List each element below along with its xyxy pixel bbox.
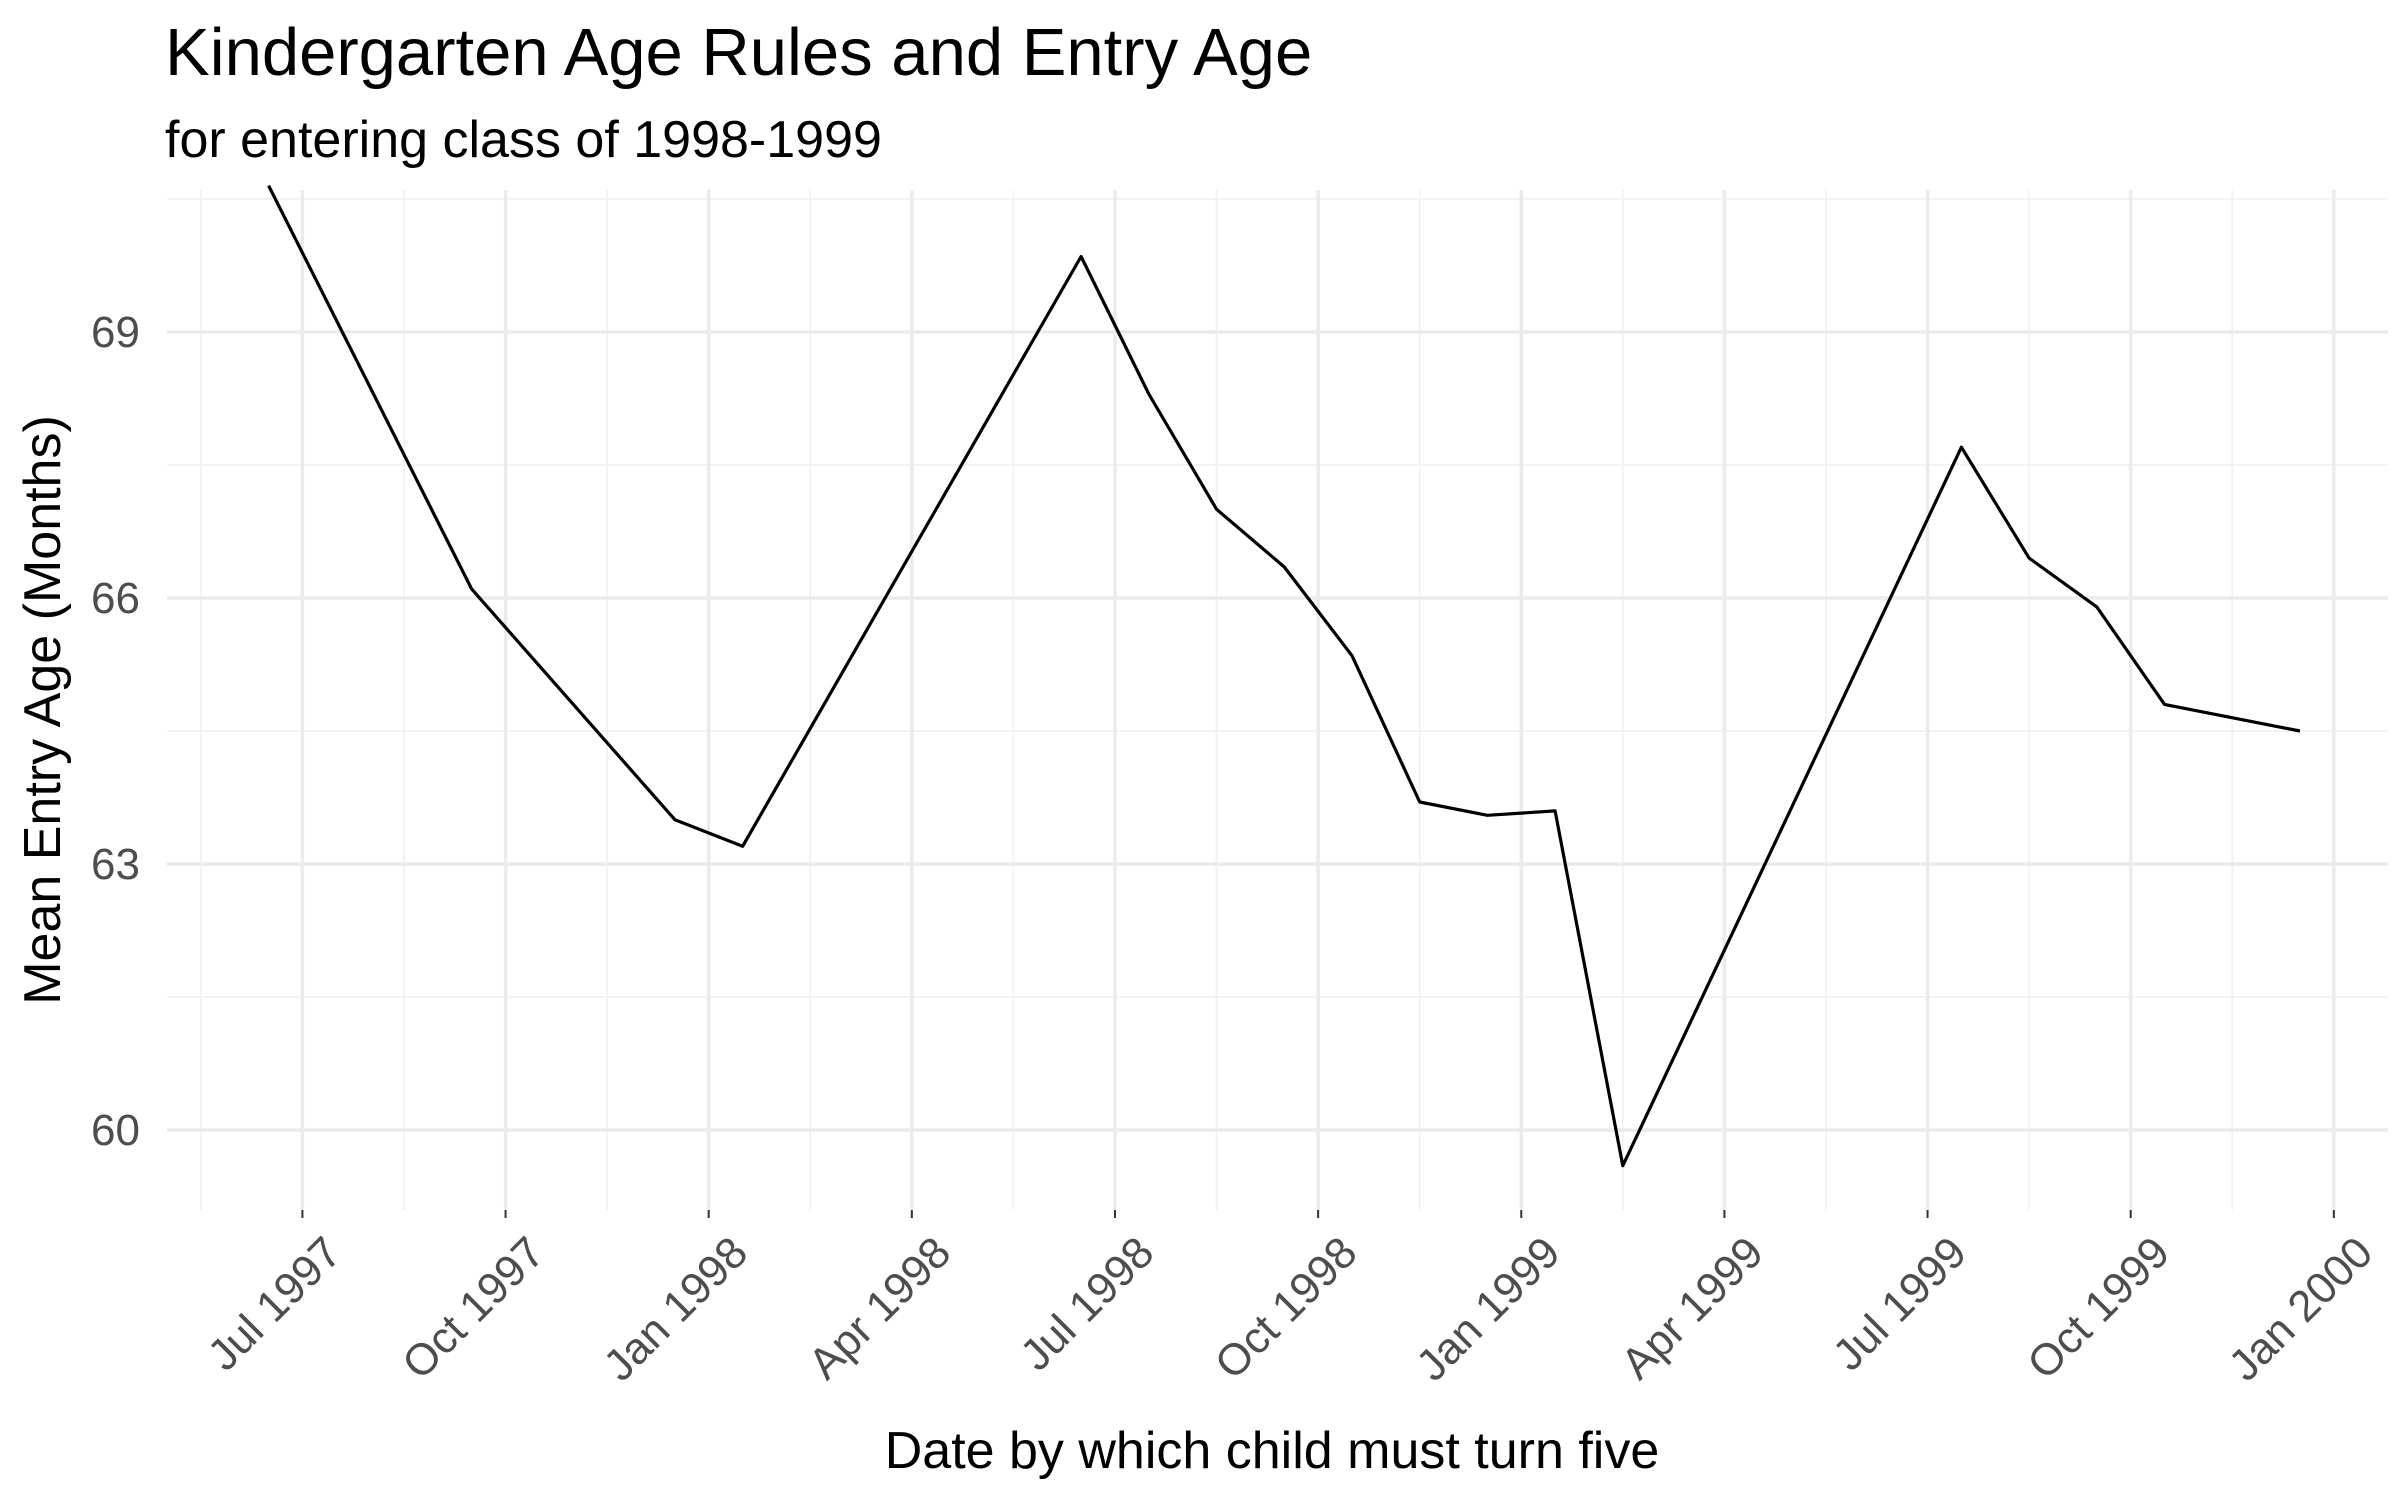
chart-subtitle: for entering class of 1998-1999: [165, 111, 882, 169]
x-tick-label: Oct 1999: [2018, 1228, 2179, 1389]
x-tick-label: Jan 1999: [1407, 1228, 1570, 1391]
y-tick-label: 63: [91, 840, 140, 889]
y-tick-label: 69: [91, 308, 140, 357]
x-tick-label: Jan 2000: [2220, 1228, 2383, 1391]
x-tick-label: Apr 1998: [799, 1228, 960, 1389]
x-tick-label: Jul 1999: [1824, 1228, 1976, 1380]
y-tick-label: 60: [91, 1106, 140, 1155]
series-line: [267, 184, 2301, 1168]
x-tick-label: Jul 1997: [199, 1228, 351, 1380]
minor-gridlines: [167, 190, 2388, 1210]
x-tick-label: Oct 1998: [1206, 1228, 1367, 1389]
x-tick-label: Apr 1999: [1612, 1228, 1773, 1389]
y-axis-title: Mean Entry Age (Months): [14, 415, 72, 1005]
x-axis-title: Date by which child must turn five: [885, 1422, 1660, 1480]
chart-title: Kindergarten Age Rules and Entry Age: [165, 15, 1312, 90]
x-tick-label: Oct 1997: [393, 1228, 554, 1389]
y-axis-ticks: 60 63 66 69: [91, 308, 140, 1155]
x-tick-label: Jan 1998: [594, 1228, 757, 1391]
x-axis-ticks: Jul 1997 Oct 1997 Jan 1998 Apr 1998 Jul 1998…: [199, 1210, 2383, 1391]
x-tick-label: Jul 1998: [1011, 1228, 1163, 1380]
major-gridlines: [167, 190, 2388, 1210]
series-layer: [267, 184, 2301, 1168]
y-tick-label: 66: [91, 574, 140, 623]
